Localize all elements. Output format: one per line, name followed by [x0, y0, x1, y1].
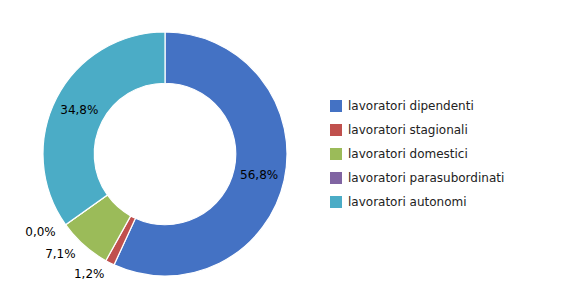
- slices: [43, 32, 287, 276]
- data-label: 56,8%: [240, 168, 278, 182]
- data-label: 7,1%: [45, 247, 76, 261]
- data-label: 34,8%: [60, 103, 98, 117]
- legend: lavoratori dipendenti lavoratori stagiona…: [330, 99, 504, 209]
- legend-swatch: [330, 124, 342, 136]
- legend-label: lavoratori stagionali: [348, 123, 468, 137]
- legend-swatch: [330, 172, 342, 184]
- data-label: 0,0%: [25, 225, 56, 239]
- legend-swatch: [330, 148, 342, 160]
- chart-container: 56,8% 1,2% 7,1% 0,0% 34,8% lavoratori dipende…: [0, 0, 565, 308]
- legend-label: lavoratori autonomi: [348, 195, 467, 209]
- legend-label: lavoratori parasubordinati: [348, 171, 504, 185]
- legend-swatch: [330, 196, 342, 208]
- legend-label: lavoratori domestici: [348, 147, 468, 161]
- legend-swatch: [330, 100, 342, 112]
- chart-svg: 56,8% 1,2% 7,1% 0,0% 34,8% lavoratori dipende…: [0, 0, 565, 308]
- data-labels: 56,8% 1,2% 7,1% 0,0% 34,8%: [25, 103, 278, 281]
- legend-label: lavoratori dipendenti: [348, 99, 474, 113]
- data-label: 1,2%: [74, 267, 105, 281]
- donut-slice: [43, 32, 165, 225]
